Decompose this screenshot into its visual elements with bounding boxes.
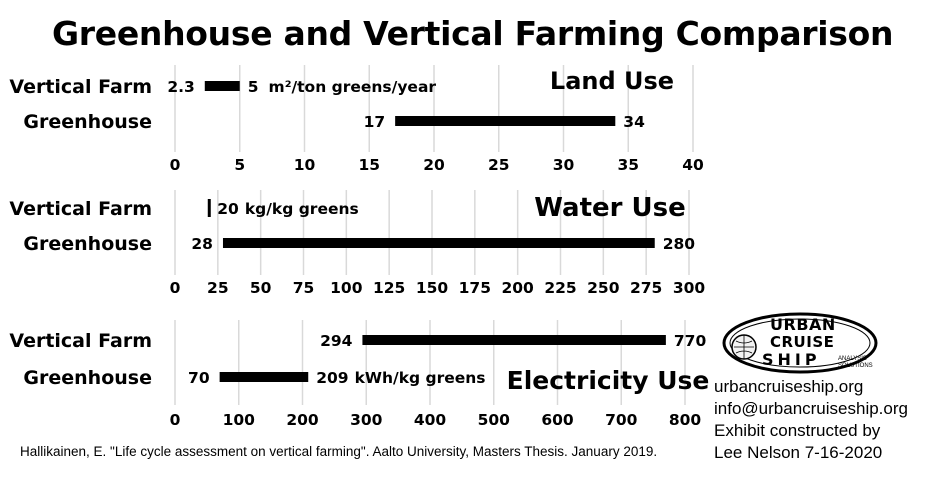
chart-title: Greenhouse and Vertical Farming Comparis… (52, 14, 894, 53)
tick-label: 600 (541, 411, 574, 429)
min-value-label: 294 (320, 332, 353, 350)
category-label: Vertical Farm (9, 330, 152, 352)
category-label: Greenhouse (23, 367, 152, 389)
tick-label: 800 (669, 411, 702, 429)
min-value-label: 28 (191, 235, 213, 253)
tick-label: 150 (416, 279, 449, 297)
range-bar (222, 238, 655, 248)
tick-label: 30 (553, 156, 575, 174)
panel-title: Water Use (534, 193, 685, 223)
urban-cruise-ship-logo: URBAN CRUISE SHIP ANALYSIS SOLUTIONS (722, 312, 878, 374)
category-label: Vertical Farm (9, 198, 152, 220)
credit-line: Exhibit constructed by (714, 421, 881, 440)
tick-label: 125 (373, 279, 405, 297)
tick-label: 5 (234, 156, 245, 174)
range-bar (207, 199, 211, 217)
tick-label: 100 (330, 279, 363, 297)
tick-label: 300 (350, 411, 383, 429)
min-value-label: 17 (364, 113, 386, 131)
author-line: Lee Nelson 7-16-2020 (714, 443, 883, 462)
range-bar (362, 335, 666, 345)
svg-text:SHIP: SHIP (762, 350, 821, 369)
category-label: Greenhouse (23, 111, 152, 133)
tick-label: 10 (294, 156, 316, 174)
unit-label: kWh/kg greens (355, 369, 486, 387)
svg-text:ANALYSIS: ANALYSIS (838, 356, 867, 362)
max-value-label: 20 (217, 200, 239, 218)
tick-label: 40 (682, 156, 704, 174)
source-citation: Hallikainen, E. "Life cycle assessment o… (20, 444, 658, 459)
tick-label: 0 (170, 411, 181, 429)
tick-label: 175 (459, 279, 491, 297)
tick-label: 275 (630, 279, 662, 297)
tick-label: 15 (358, 156, 380, 174)
tick-label: 200 (501, 279, 534, 297)
unit-label: m²/ton greens/year (269, 78, 437, 96)
max-value-label: 770 (674, 332, 707, 350)
website-link[interactable]: urbancruiseship.org (714, 377, 864, 396)
tick-label: 25 (488, 156, 510, 174)
panel-title: Land Use (550, 67, 674, 95)
category-label: Greenhouse (23, 233, 152, 255)
email-link[interactable]: info@urbancruiseship.org (714, 399, 908, 418)
tick-label: 35 (617, 156, 639, 174)
tick-label: 20 (423, 156, 445, 174)
tick-label: 75 (293, 279, 315, 297)
min-value-label: 2.3 (167, 78, 194, 96)
max-value-label: 34 (623, 113, 645, 131)
svg-text:URBAN: URBAN (770, 315, 836, 334)
min-value-label: 70 (188, 369, 210, 387)
tick-label: 300 (673, 279, 706, 297)
max-value-label: 209 (316, 369, 348, 387)
range-bar (395, 116, 616, 126)
tick-label: 250 (587, 279, 620, 297)
tick-label: 25 (207, 279, 229, 297)
panel-title: Electricity Use (507, 366, 710, 395)
max-value-label: 5 (248, 78, 259, 96)
tick-label: 500 (478, 411, 511, 429)
tick-label: 225 (544, 279, 576, 297)
tick-label: 100 (223, 411, 256, 429)
unit-label: kg/kg greens (245, 200, 359, 218)
max-value-label: 280 (663, 235, 696, 253)
tick-label: 700 (605, 411, 638, 429)
tick-label: 400 (414, 411, 447, 429)
tick-label: 0 (170, 279, 181, 297)
range-bar (219, 372, 309, 382)
svg-text:CRUISE: CRUISE (770, 333, 834, 351)
category-label: Vertical Farm (9, 76, 152, 98)
tick-label: 50 (250, 279, 272, 297)
tick-label: 0 (170, 156, 181, 174)
tick-label: 200 (286, 411, 319, 429)
range-bar (204, 81, 240, 91)
svg-text:SOLUTIONS: SOLUTIONS (838, 363, 873, 369)
